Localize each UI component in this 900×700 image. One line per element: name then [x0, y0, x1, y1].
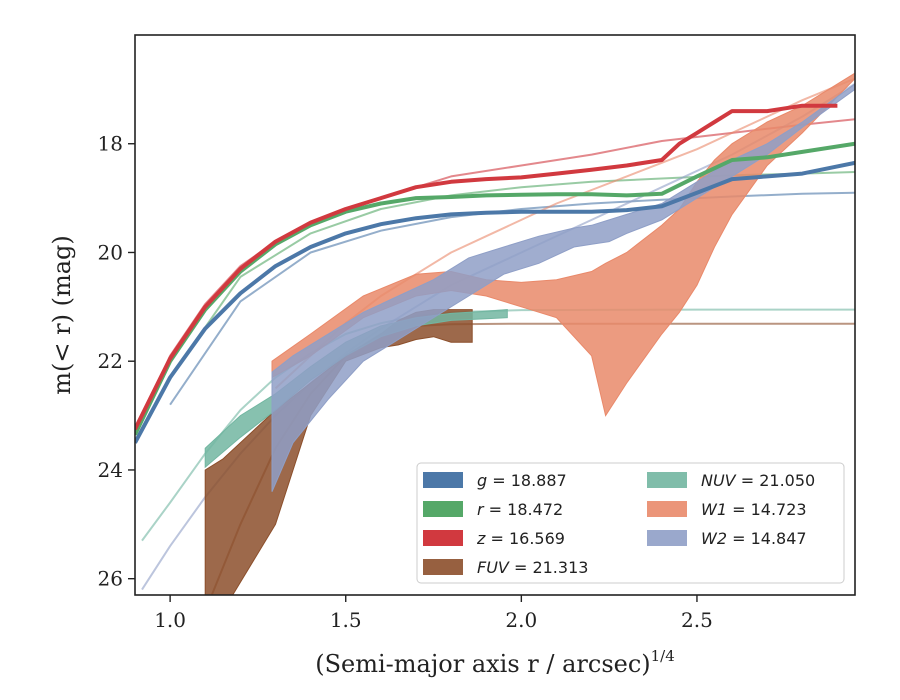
legend-label-g: g = 18.887: [477, 471, 567, 490]
x-axis: 1.0 1.5 2.0 2.5: [154, 595, 713, 632]
series-r-line: [135, 141, 855, 436]
x-tick-label: 2.0: [505, 608, 537, 632]
series-z-line: [135, 103, 838, 431]
legend-swatch-w2: [647, 530, 687, 546]
y-tick-label: 24: [98, 458, 123, 482]
x-tick-label: 1.0: [154, 608, 186, 632]
legend-label-fuv: FUV = 21.313: [477, 558, 588, 577]
legend: g = 18.887 r = 18.472 z = 16.569 FUV = 21.3…: [416, 462, 845, 584]
legend-swatch-g: [423, 472, 463, 488]
plot-frame: [134, 34, 856, 596]
legend-label-w2: W2 = 14.847: [701, 529, 807, 548]
x-tick-label: 2.5: [681, 608, 713, 632]
legend-swatch-z: [423, 530, 463, 546]
y-axis: 18 20 22 24 26: [98, 132, 135, 591]
x-tick-label: 1.5: [330, 608, 362, 632]
legend-swatch-fuv: [423, 559, 463, 575]
y-axis-title: m(< r) (mag): [48, 235, 76, 394]
legend-label-w1: W1 = 14.723: [701, 500, 807, 519]
legend-swatch-w1: [647, 501, 687, 517]
legend-box: [416, 462, 845, 584]
y-tick-label: 20: [98, 240, 123, 264]
series-g-line: [135, 160, 855, 444]
r-fit-curve: [169, 171, 855, 379]
line-series: [135, 103, 855, 444]
y-tick-label: 18: [98, 132, 123, 156]
legend-swatch-r: [423, 501, 463, 517]
y-tick-label: 26: [98, 567, 123, 591]
legend-label-nuv: NUV = 21.050: [701, 471, 815, 490]
legend-label-z: z = 16.569: [476, 529, 565, 548]
x-axis-title: (Semi-major axis r / arcsec)1/4: [315, 647, 675, 678]
g-fit-curve: [169, 191, 855, 406]
y-tick-label: 22: [98, 349, 123, 373]
legend-swatch-nuv: [647, 472, 687, 488]
series-w1-band: [271, 72, 855, 417]
x-axis-title-sup: 1/4: [651, 647, 675, 665]
legend-label-r: r = 18.472: [477, 500, 563, 519]
